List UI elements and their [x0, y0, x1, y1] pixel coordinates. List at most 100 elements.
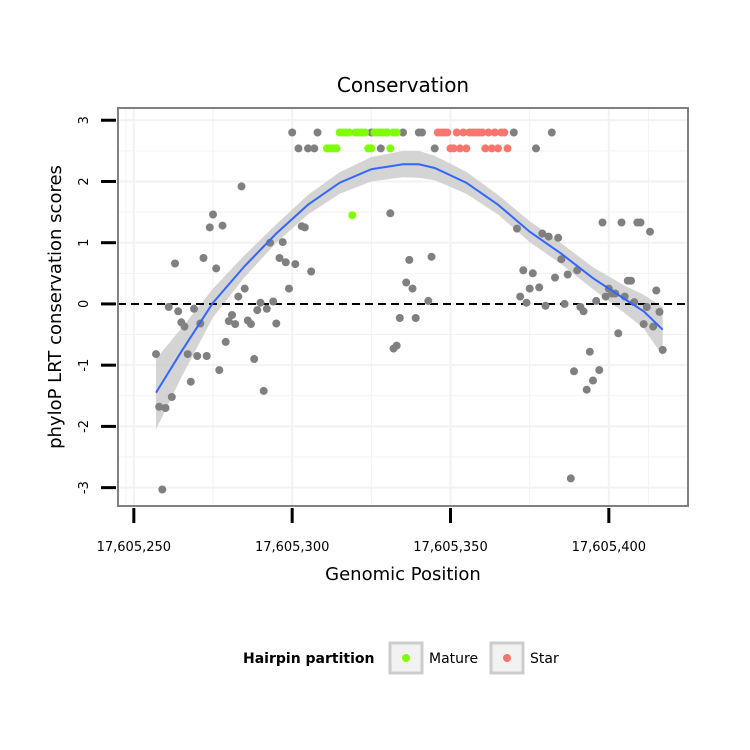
- point-other: [291, 260, 300, 269]
- point-other: [269, 297, 278, 306]
- point-other: [579, 307, 588, 316]
- point-other: [205, 223, 214, 232]
- point-other: [278, 238, 287, 247]
- point-other: [528, 269, 537, 278]
- point-other: [310, 144, 319, 153]
- point-other: [256, 298, 265, 307]
- point-other: [247, 320, 255, 329]
- point-other: [649, 322, 658, 331]
- point-other: [655, 307, 664, 316]
- point-other: [652, 286, 661, 295]
- panel-border: [117, 107, 689, 507]
- point-other: [639, 320, 648, 329]
- point-star: [487, 144, 496, 153]
- y-tick-label: -1: [77, 359, 92, 372]
- point-other: [516, 292, 525, 301]
- point-other: [174, 307, 183, 316]
- point-other: [161, 404, 170, 412]
- y-tick-label: 3: [77, 116, 92, 124]
- point-other: [180, 322, 189, 331]
- point-other: [418, 128, 426, 137]
- point-other: [224, 317, 233, 326]
- point-other: [585, 347, 594, 356]
- point-other: [158, 485, 167, 494]
- point-other: [532, 144, 540, 153]
- point-other: [294, 144, 303, 153]
- x-axis: 17,605,250 17,605,300 17,605,350 17,605,400: [97, 508, 646, 555]
- point-other: [519, 266, 528, 275]
- point-other: [231, 320, 240, 329]
- point-star: [462, 144, 471, 153]
- point-other: [386, 209, 395, 218]
- point-other: [601, 292, 610, 301]
- point-other: [566, 474, 575, 483]
- legend-title: Hairpin partition: [243, 651, 374, 667]
- point-other: [513, 224, 521, 233]
- point-other: [589, 376, 597, 385]
- point-other: [430, 144, 439, 153]
- legend-entry-mature: Mature: [388, 641, 478, 675]
- point-other: [262, 304, 271, 313]
- plot-panel: [117, 107, 689, 507]
- x-axis-title: Genomic Position: [325, 564, 481, 585]
- point-mature: [383, 128, 392, 137]
- point-other: [300, 223, 309, 232]
- point-other: [253, 306, 262, 315]
- point-star: [452, 128, 461, 137]
- point-other: [598, 218, 607, 227]
- point-other: [424, 296, 433, 305]
- point-mature: [367, 144, 376, 153]
- point-other: [408, 284, 417, 293]
- point-mature: [361, 128, 369, 137]
- point-other: [570, 367, 578, 376]
- point-other: [313, 128, 322, 137]
- point-other: [402, 278, 411, 287]
- chart-title: Conservation: [337, 73, 469, 97]
- y-tick-label: 0: [77, 300, 92, 308]
- point-other: [614, 329, 623, 338]
- point-other: [171, 259, 179, 268]
- point-other: [275, 254, 284, 262]
- point-other: [288, 128, 297, 137]
- point-other: [392, 341, 401, 350]
- point-other: [551, 273, 559, 282]
- point-star: [459, 128, 468, 137]
- point-star: [449, 144, 458, 153]
- point-other: [281, 258, 290, 267]
- point-other: [399, 128, 407, 137]
- point-other: [554, 233, 563, 242]
- point-other: [190, 304, 198, 313]
- point-other: [509, 128, 518, 137]
- point-other: [427, 252, 436, 261]
- points-layer: [152, 128, 667, 494]
- legend-dot-star: [503, 654, 511, 662]
- point-star: [490, 128, 499, 137]
- point-other: [152, 350, 160, 359]
- legend-entry-star: Star: [489, 641, 559, 675]
- point-other: [547, 128, 556, 137]
- point-star: [494, 144, 502, 153]
- point-other: [592, 296, 601, 305]
- y-tick-label: 2: [77, 177, 92, 185]
- point-mature: [332, 144, 341, 153]
- point-star: [484, 128, 493, 137]
- point-other: [167, 393, 176, 401]
- point-other: [285, 284, 293, 293]
- point-other: [560, 299, 569, 308]
- point-other: [183, 350, 192, 359]
- point-other: [155, 402, 164, 411]
- point-other: [642, 303, 651, 311]
- x-tick-label: 17,605,350: [413, 540, 487, 555]
- point-other: [617, 218, 626, 227]
- point-star: [443, 128, 452, 137]
- point-star: [503, 144, 512, 153]
- point-star: [481, 144, 490, 153]
- point-mature: [345, 128, 354, 137]
- point-other: [376, 144, 385, 153]
- point-other: [636, 218, 645, 227]
- point-other: [304, 144, 312, 153]
- legend: Hairpin partition Mature Star: [243, 641, 559, 675]
- x-tick-label: 17,605,300: [255, 540, 329, 555]
- point-other: [228, 311, 236, 319]
